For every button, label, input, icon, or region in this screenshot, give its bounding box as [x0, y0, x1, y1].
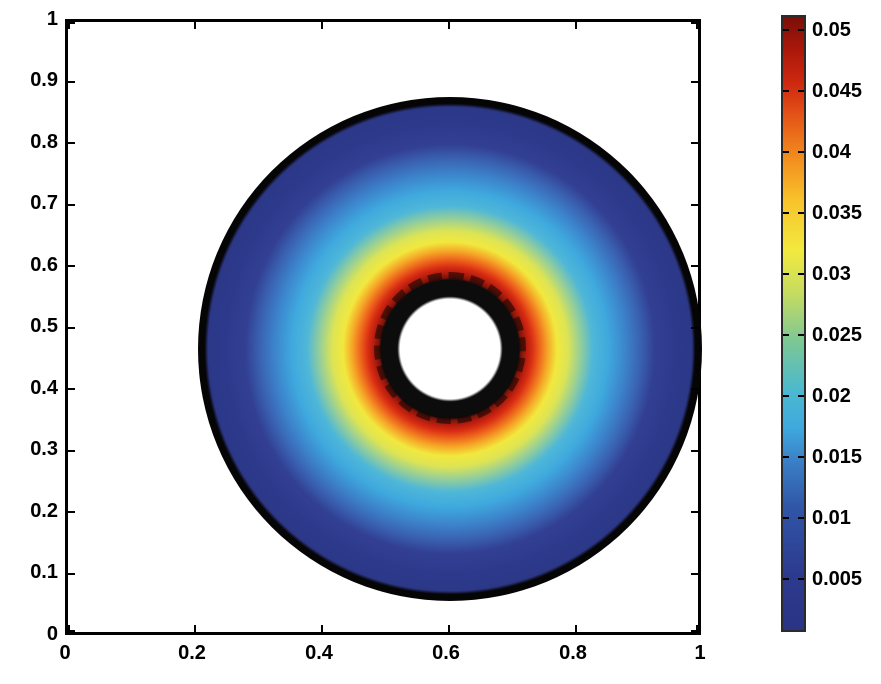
- colorbar-tick-mark: [783, 578, 789, 580]
- x-axis-tick-label: 0: [59, 642, 71, 664]
- y-tick-mark: [691, 204, 698, 206]
- y-axis-tick-label: 0.9: [30, 69, 58, 91]
- y-axis-tick-label: 0.8: [30, 131, 58, 153]
- x-axis-tick-label: 0.2: [178, 642, 206, 664]
- y-tick-mark: [68, 511, 75, 513]
- colorbar-tick-label: 0.045: [812, 80, 863, 102]
- plot-area: [65, 19, 702, 635]
- colorbar-tick-label: 0.02: [812, 385, 851, 407]
- y-tick-mark: [691, 573, 698, 575]
- colorbar-tick-mark: [798, 578, 804, 580]
- y-tick-mark: [691, 22, 698, 24]
- x-tick-mark: [194, 625, 196, 632]
- colorbar-tick-mark: [798, 90, 804, 92]
- y-axis-tick-label: 0.7: [30, 192, 58, 214]
- colorbar-tick-mark: [798, 212, 804, 214]
- x-axis-tick-label: 0.8: [559, 642, 587, 664]
- y-tick-mark: [691, 511, 698, 513]
- x-axis-tick-label: 1: [694, 642, 706, 664]
- y-tick-mark: [68, 630, 75, 632]
- x-tick-mark: [575, 625, 577, 632]
- colorbar-tick-mark: [783, 395, 789, 397]
- y-tick-mark: [68, 265, 75, 267]
- y-tick-mark: [68, 388, 75, 390]
- colorbar-tick-label: 0.04: [812, 141, 851, 163]
- colorbar-tick-mark: [783, 212, 789, 214]
- x-tick-mark: [448, 625, 450, 632]
- y-tick-mark: [691, 142, 698, 144]
- y-tick-mark: [68, 204, 75, 206]
- colorbar-tick-mark: [798, 151, 804, 153]
- colorbar-tick-label: 0.01: [812, 507, 851, 529]
- x-tick-mark: [321, 625, 323, 632]
- colorbar-tick-mark: [798, 29, 804, 31]
- x-axis-tick-label: 0.6: [432, 642, 460, 664]
- x-tick-mark: [194, 22, 196, 29]
- x-tick-mark: [696, 625, 698, 632]
- colorbar-tick-mark: [798, 334, 804, 336]
- colorbar-tick-mark: [783, 29, 789, 31]
- y-axis-tick-label: 0.5: [30, 315, 58, 337]
- y-axis-tick-label: 0.2: [30, 500, 58, 522]
- x-tick-mark: [575, 22, 577, 29]
- colorbar-tick-label: 0.03: [812, 263, 851, 285]
- colorbar: [781, 15, 806, 632]
- colorbar-tick-label: 0.005: [812, 568, 863, 590]
- x-tick-mark: [696, 22, 698, 29]
- y-axis-tick-label: 0.6: [30, 254, 58, 276]
- y-tick-mark: [691, 81, 698, 83]
- colorbar-tick-mark: [783, 517, 789, 519]
- colorbar-tick-label: 0.015: [812, 446, 863, 468]
- y-axis-tick-label: 1: [46, 8, 58, 30]
- x-tick-mark: [68, 625, 70, 632]
- colorbar-tick-label: 0.035: [812, 202, 863, 224]
- colorbar-tick-mark: [783, 151, 789, 153]
- y-tick-mark: [691, 630, 698, 632]
- y-axis-tick-label: 0.3: [30, 438, 58, 460]
- colorbar-tick-mark: [798, 273, 804, 275]
- x-axis-tick-label: 0.4: [305, 642, 333, 664]
- y-tick-mark: [691, 450, 698, 452]
- y-tick-mark: [691, 327, 698, 329]
- y-tick-mark: [68, 81, 75, 83]
- x-tick-mark: [321, 22, 323, 29]
- colorbar-tick-label: 0.05: [812, 19, 851, 41]
- y-tick-mark: [68, 450, 75, 452]
- colorbar-tick-label: 0.025: [812, 324, 863, 346]
- y-tick-mark: [691, 388, 698, 390]
- y-axis-tick-label: 0: [46, 623, 58, 645]
- colorbar-tick-mark: [798, 456, 804, 458]
- colorbar-tick-mark: [783, 90, 789, 92]
- colorbar-tick-mark: [798, 395, 804, 397]
- y-tick-mark: [68, 142, 75, 144]
- y-axis-tick-label: 0.1: [30, 561, 58, 583]
- colorbar-tick-mark: [783, 334, 789, 336]
- y-tick-mark: [68, 327, 75, 329]
- y-axis-tick-label: 0.4: [30, 377, 58, 399]
- colorbar-tick-mark: [783, 456, 789, 458]
- y-tick-mark: [68, 22, 75, 24]
- colorbar-tick-mark: [783, 273, 789, 275]
- inner-boundary-mesh-ring: [374, 272, 526, 424]
- y-tick-mark: [68, 573, 75, 575]
- x-tick-mark: [68, 22, 70, 29]
- y-tick-mark: [691, 265, 698, 267]
- colorbar-tick-mark: [798, 517, 804, 519]
- x-tick-mark: [448, 22, 450, 29]
